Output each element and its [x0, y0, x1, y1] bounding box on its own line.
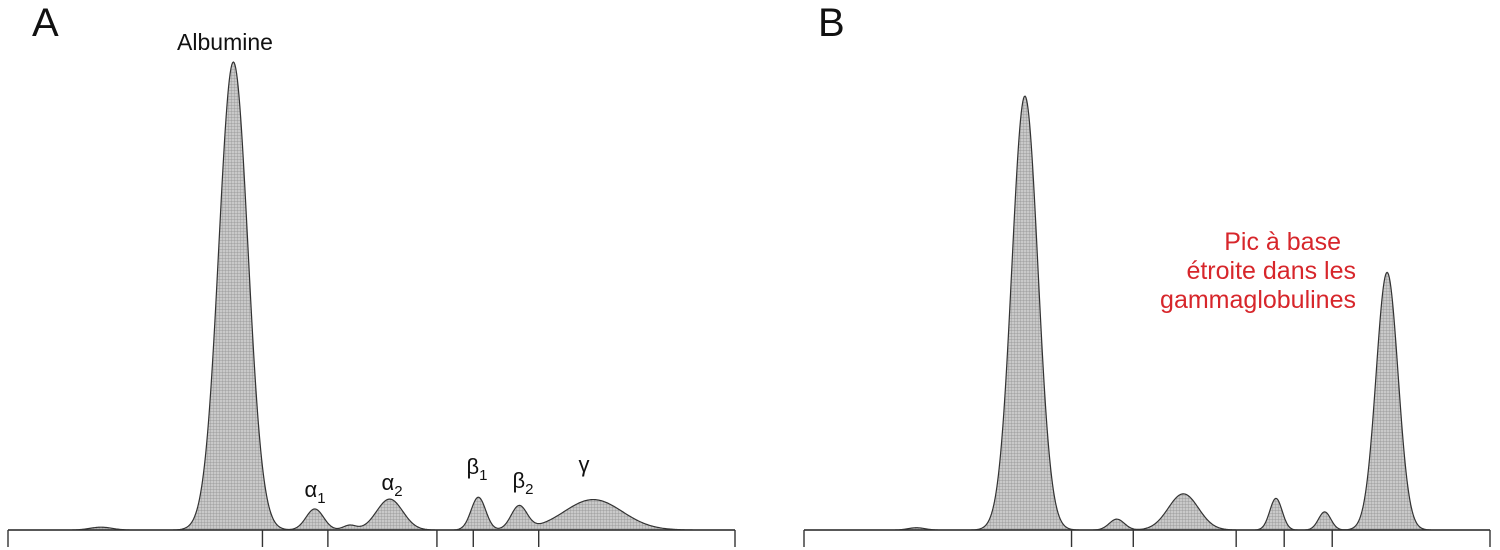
monoclonal-peak-annotation-line-2: étroite dans les	[1186, 257, 1356, 285]
panel-a: A Albumine α1 α2 β1 β2 γ	[7, 1, 736, 547]
beta1-greek: β	[467, 454, 480, 479]
gamma-peak-label: γ	[579, 452, 590, 477]
panel-a-ticks	[7, 530, 736, 547]
beta2-greek: β	[513, 468, 526, 493]
monoclonal-peak-annotation-line-1: Pic à base	[1224, 228, 1341, 256]
beta1-subscript: 1	[479, 467, 487, 484]
monoclonal-peak-annotation-line-3: gammaglobulines	[1160, 286, 1356, 314]
panel-b-protein-curve	[804, 95, 1490, 531]
alpha2-greek: α	[381, 470, 394, 495]
alpha1-subscript: 1	[317, 490, 325, 507]
alpha1-greek: α	[304, 477, 317, 502]
panel-b: B Pic à base étroite dans les gammaglobu…	[803, 1, 1491, 547]
alpha1-peak-label: α1	[304, 477, 325, 507]
beta2-subscript: 2	[525, 481, 533, 498]
panel-b-letter: B	[818, 1, 845, 45]
panel-a-protein-curve	[8, 61, 735, 531]
albumin-peak-label: Albumine	[177, 29, 273, 55]
panel-b-ticks	[803, 530, 1491, 547]
panel-a-letter: A	[32, 1, 59, 45]
beta1-peak-label: β1	[467, 454, 488, 484]
alpha2-subscript: 2	[394, 483, 402, 500]
beta2-peak-label: β2	[513, 468, 534, 498]
alpha2-peak-label: α2	[381, 470, 402, 500]
